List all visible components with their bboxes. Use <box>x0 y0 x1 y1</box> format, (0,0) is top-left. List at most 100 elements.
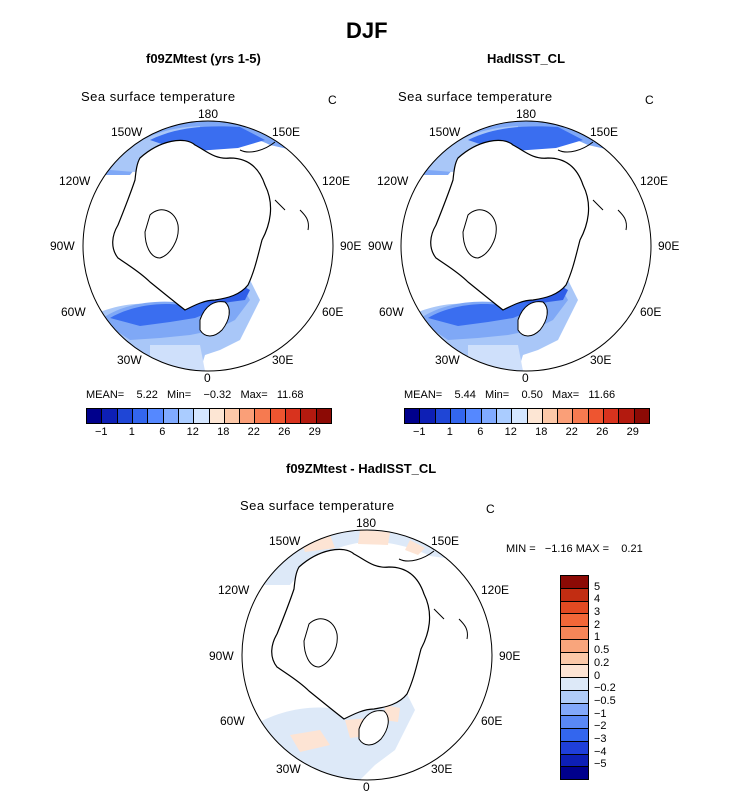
colorbar-swatch <box>208 409 224 423</box>
panel-model-title: f09ZMtest (yrs 1-5) <box>146 51 261 66</box>
colorbar-swatch <box>587 409 604 423</box>
panel-obs-variable: Sea surface temperature <box>398 89 553 104</box>
panel-model-units: C <box>328 93 337 107</box>
p1-label-150e: 150E <box>272 125 301 139</box>
colorbar-tick-label: 18 <box>535 426 548 438</box>
colorbar-swatch <box>561 587 588 601</box>
colorbar-swatch <box>618 409 634 423</box>
colorbar-swatch <box>561 702 588 716</box>
land-outline <box>430 139 590 311</box>
p3-label-180: 180 <box>356 516 377 530</box>
colorbar-tick-label: −1 <box>594 707 607 720</box>
p1-label-60w: 60W <box>61 305 86 319</box>
colorbar-tick-label: 1 <box>446 426 453 438</box>
colorbar-tick-label: 6 <box>477 426 484 438</box>
colorbar-tick-label: −2 <box>594 720 607 733</box>
colorbar-swatch <box>131 409 148 423</box>
colorbar-swatch <box>269 409 286 423</box>
p1-label-90w: 90W <box>50 239 75 253</box>
colorbar-swatch <box>116 409 132 423</box>
p2-label-60e: 60E <box>640 305 662 319</box>
colorbar-swatch <box>526 409 542 423</box>
p2-label-150e: 150E <box>590 125 619 139</box>
p1-stats: MEAN= 5.22 Min= −0.32 Max= 11.68 <box>86 389 304 401</box>
p3-label-150w: 150W <box>269 534 301 548</box>
p3-label-30w: 30W <box>276 762 301 776</box>
colorbar-tick-label: 1 <box>594 631 601 644</box>
colorbar-swatch <box>557 409 573 423</box>
colorbar-swatch <box>561 753 588 767</box>
p1-label-120e: 120E <box>322 174 351 188</box>
colorbar-swatch <box>603 409 619 423</box>
p2-min: 0.50 <box>521 389 543 401</box>
colorbar-swatch <box>561 576 588 588</box>
colorbar-swatch <box>315 409 331 423</box>
colorbar-tick-label: 0.2 <box>594 656 610 669</box>
colorbar-swatch <box>285 409 301 423</box>
colorbar-tick-label: −3 <box>594 732 607 745</box>
panel-diff-map <box>241 529 493 781</box>
p2-label-120w: 120W <box>377 174 409 188</box>
colorbar-swatch <box>434 409 450 423</box>
p3-label-150e: 150E <box>431 534 460 548</box>
colorbar-swatch <box>633 409 649 423</box>
colorbar-swatch <box>561 766 588 779</box>
colorbar-swatch <box>561 626 588 639</box>
panel-diff-title: f09ZMtest - HadISST_CL <box>286 461 437 476</box>
colorbar-tick-label: 0.5 <box>594 644 610 657</box>
colorbar-swatch <box>561 740 588 754</box>
panel-diff-variable: Sea surface temperature <box>240 498 395 513</box>
colorbar-swatch <box>561 677 588 690</box>
colorbar-tick-label: 2 <box>594 618 601 631</box>
p1-label-90e: 90E <box>340 239 362 253</box>
colorbar-swatch <box>87 409 102 423</box>
figure-title: DJF <box>346 18 388 43</box>
p1-colorbar-ticks: −1 1 6 12 18 22 26 29 <box>86 426 330 440</box>
p3-colorbar-ticks: 5 4 3 2 1 0.5 0.2 0 −0.2 −0.5 −1 −2 −3 −4 −5 <box>594 575 634 778</box>
p3-label-30e: 30E <box>431 762 453 776</box>
colorbar-tick-label: 22 <box>247 426 260 438</box>
p2-colorbar-ticks: −1 1 6 12 18 22 26 29 <box>404 426 648 440</box>
colorbar-swatch <box>480 409 496 423</box>
colorbar-swatch <box>561 638 588 652</box>
panel-obs-title: HadISST_CL <box>487 51 566 66</box>
p1-label-120w: 120W <box>59 174 91 188</box>
p3-label-120w: 120W <box>218 583 250 597</box>
colorbar-tick-label: 22 <box>565 426 578 438</box>
p2-label-90w: 90W <box>368 239 393 253</box>
colorbar-tick-label: 26 <box>278 426 291 438</box>
p3-label-60e: 60E <box>481 714 503 728</box>
colorbar-tick-label: 4 <box>594 593 601 606</box>
colorbar-swatch <box>162 409 178 423</box>
panel-model-map <box>82 120 334 372</box>
colorbar-tick-label: 26 <box>596 426 609 438</box>
colorbar-tick-label: −1 <box>94 426 108 438</box>
p1-label-0: 0 <box>204 371 211 385</box>
panel-model-variable: Sea surface temperature <box>81 89 236 104</box>
p1-label-150w: 150W <box>111 125 143 139</box>
p1-min: −0.32 <box>203 389 232 401</box>
land-outline <box>112 139 272 311</box>
p2-label-30w: 30W <box>435 353 460 367</box>
p3-label-0: 0 <box>363 780 370 794</box>
colorbar-tick-label: −0.5 <box>594 694 616 707</box>
colorbar-tick-label: 29 <box>308 426 321 438</box>
p2-label-150w: 150W <box>429 125 461 139</box>
colorbar-swatch <box>561 689 588 703</box>
p3-stats: MIN = −1.16 MAX = 0.21 <box>506 543 643 555</box>
p3-label-60w: 60W <box>220 714 245 728</box>
p1-max: 11.68 <box>276 389 304 401</box>
colorbar-tick-label: 3 <box>594 606 601 619</box>
land-outline <box>271 548 431 720</box>
colorbar-swatch <box>561 728 588 741</box>
panel-obs-map <box>400 120 652 372</box>
colorbar-swatch <box>541 409 558 423</box>
colorbar-swatch <box>561 651 588 665</box>
p2-label-180: 180 <box>516 107 537 121</box>
p2-max: 11.66 <box>588 389 616 401</box>
colorbar-tick-label: −4 <box>594 745 607 758</box>
p2-label-60w: 60W <box>379 305 404 319</box>
colorbar-tick-label: −0.2 <box>594 682 616 695</box>
p2-stats: MEAN= 5.44 Min= 0.50 Max= 11.66 <box>404 389 616 401</box>
